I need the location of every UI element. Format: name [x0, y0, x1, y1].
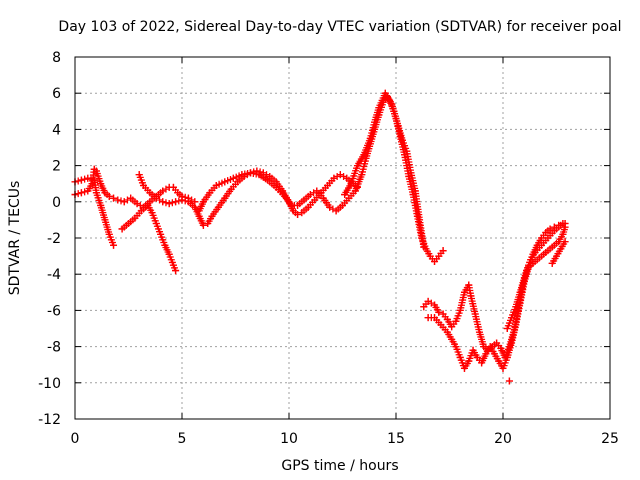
x-tick-label: 5 — [178, 431, 187, 447]
y-tick-label: 2 — [52, 159, 61, 175]
x-tick-label: 25 — [601, 431, 619, 447]
series-track-e — [195, 93, 447, 266]
chart-title: Day 103 of 2022, Sidereal Day-to-day VTE… — [58, 19, 621, 35]
x-tick-label: 0 — [71, 431, 80, 447]
y-axis-label: SDTVAR / TECUs — [7, 181, 23, 296]
x-axis-label: GPS time / hours — [281, 458, 398, 474]
x-tick-label: 20 — [494, 431, 512, 447]
marker-trail — [503, 220, 567, 332]
marker-trail — [505, 377, 513, 385]
series-track-j — [548, 238, 569, 267]
y-tick-label: -8 — [47, 340, 61, 356]
series-track-f — [341, 89, 428, 251]
series-track-b — [71, 174, 118, 249]
marker-trail — [548, 238, 569, 267]
y-tick-label: -6 — [47, 303, 61, 319]
series-track-c — [118, 201, 180, 275]
axis-ticks: 0 5 10 15 20 25 -12 -10 -8 -6 -4 -2 0 2 4 6 8 — [38, 50, 619, 447]
x-tick-label: 10 — [280, 431, 298, 447]
series-track-i — [503, 220, 567, 332]
y-tick-label: 6 — [52, 86, 61, 102]
y-tick-label: -2 — [47, 231, 61, 247]
y-tick-label: -12 — [38, 412, 61, 428]
series-track-h — [424, 223, 569, 372]
marker-trail — [420, 220, 569, 361]
marker-trail — [424, 223, 569, 372]
series-track-d — [135, 167, 361, 229]
y-tick-label: 8 — [52, 50, 61, 66]
marker-trail — [195, 93, 447, 266]
series-track-g — [420, 220, 569, 361]
marker-trail — [118, 201, 180, 275]
y-tick-label: 0 — [52, 195, 61, 211]
marker-trail — [341, 89, 428, 251]
y-tick-label: -4 — [47, 267, 61, 283]
series-outlier — [505, 377, 513, 385]
y-tick-label: -10 — [38, 376, 61, 392]
grid-lines — [75, 57, 610, 419]
y-tick-label: 4 — [52, 122, 61, 138]
data-points — [71, 89, 569, 385]
marker-trail — [135, 167, 361, 229]
x-tick-label: 15 — [387, 431, 405, 447]
